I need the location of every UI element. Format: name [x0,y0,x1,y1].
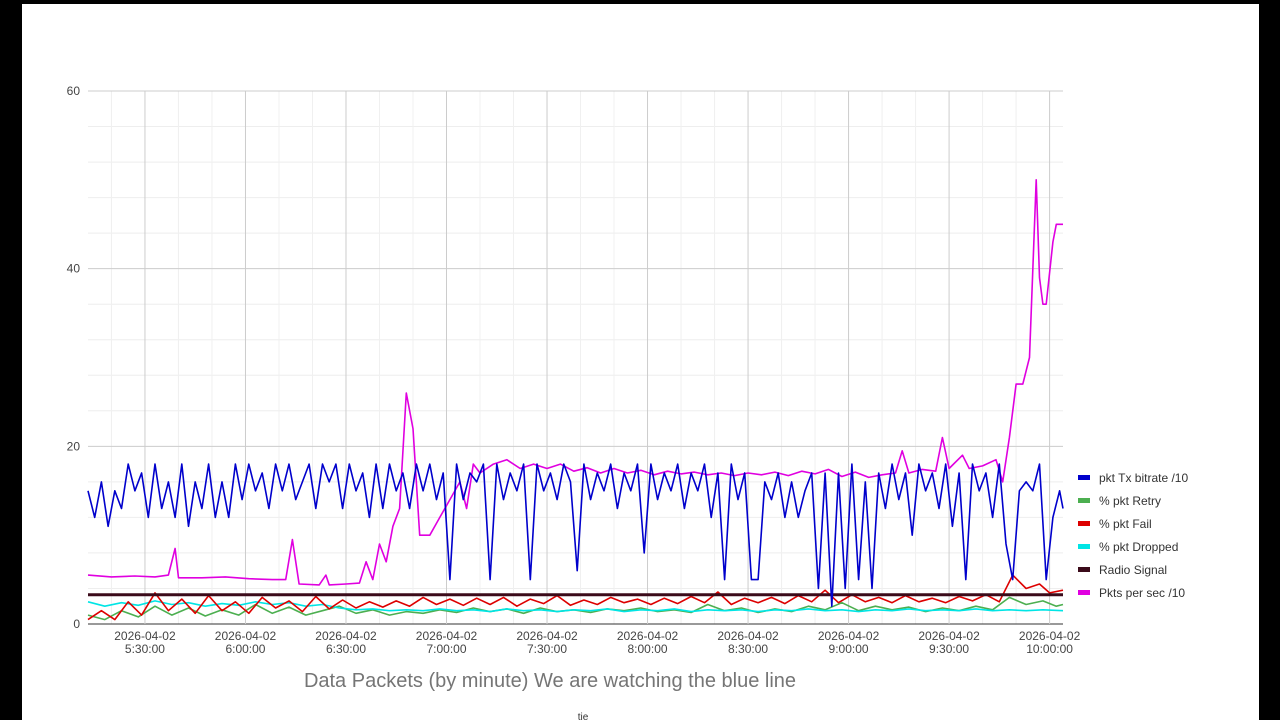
legend-item: % pkt Fail [1078,517,1152,531]
x-tick-date: 2026-04-02 [717,629,779,643]
x-tick-date: 2026-04-02 [617,629,679,643]
legend-swatch [1078,521,1090,526]
legend-item: Radio Signal [1078,563,1167,577]
x-tick-time: 6:00:00 [225,642,265,656]
legend-label: Pkts per sec /10 [1099,586,1185,600]
chart-panel: 0 20 40 60 2026-04-02 5:30:00 2026-04-02 6:00:… [22,4,1259,720]
legend: pkt Tx bitrate /10 % pkt Retry % pkt Fail%… [1078,471,1188,600]
x-tick-time: 8:30:00 [728,642,768,656]
x-tick-time: 8:00:00 [628,642,668,656]
x-tick-date: 2026-04-02 [215,629,277,643]
y-tick-label: 20 [67,439,81,453]
minor-gridlines [88,91,1063,624]
y-tick-label: 60 [67,84,81,98]
legend-swatch [1078,475,1090,480]
legend-label: pkt Tx bitrate /10 [1099,471,1188,485]
legend-swatch [1078,498,1090,503]
x-tick-time: 7:30:00 [527,642,567,656]
legend-item: % pkt Retry [1078,494,1161,508]
legend-item: Pkts per sec /10 [1078,586,1185,600]
x-tick-date: 2026-04-02 [1019,629,1081,643]
x-tick-time: 9:30:00 [929,642,969,656]
chart-caption: Data Packets (by minute) We are watching… [304,670,796,692]
legend-label: % pkt Retry [1099,494,1161,508]
y-tick-label: 0 [73,617,80,631]
x-tick-time: 7:00:00 [426,642,466,656]
y-axis-ticks: 0 20 40 60 [67,84,81,631]
x-tick-time: 5:30:00 [125,642,165,656]
x-tick-time: 6:30:00 [326,642,366,656]
legend-swatch [1078,544,1090,549]
x-axis-label: tie [578,712,589,720]
x-tick-date: 2026-04-02 [818,629,880,643]
x-axis-ticks: 2026-04-025:30:002026-04-026:00:002026-0… [114,629,1080,656]
legend-item: pkt Tx bitrate /10 [1078,471,1188,485]
series-line-3 [87,600,1064,613]
series-line-1 [87,596,1064,621]
legend-label: % pkt Dropped [1099,540,1178,554]
x-tick-time: 10:00:00 [1026,642,1073,656]
legend-item: % pkt Dropped [1078,540,1178,554]
y-tick-label: 40 [67,262,81,276]
x-tick-time: 9:00:00 [829,642,869,656]
series-line-0 [87,463,1064,608]
legend-label: Radio Signal [1099,563,1167,577]
x-tick-date: 2026-04-02 [516,629,578,643]
series-line-2 [87,574,1064,621]
series-line-5 [87,179,1063,586]
x-tick-date: 2026-04-02 [315,629,377,643]
x-tick-date: 2026-04-02 [918,629,980,643]
x-tick-date: 2026-04-02 [114,629,176,643]
legend-swatch [1078,567,1090,572]
legend-swatch [1078,590,1090,595]
legend-label: % pkt Fail [1099,517,1152,531]
series-lines [87,179,1064,621]
x-tick-date: 2026-04-02 [416,629,478,643]
